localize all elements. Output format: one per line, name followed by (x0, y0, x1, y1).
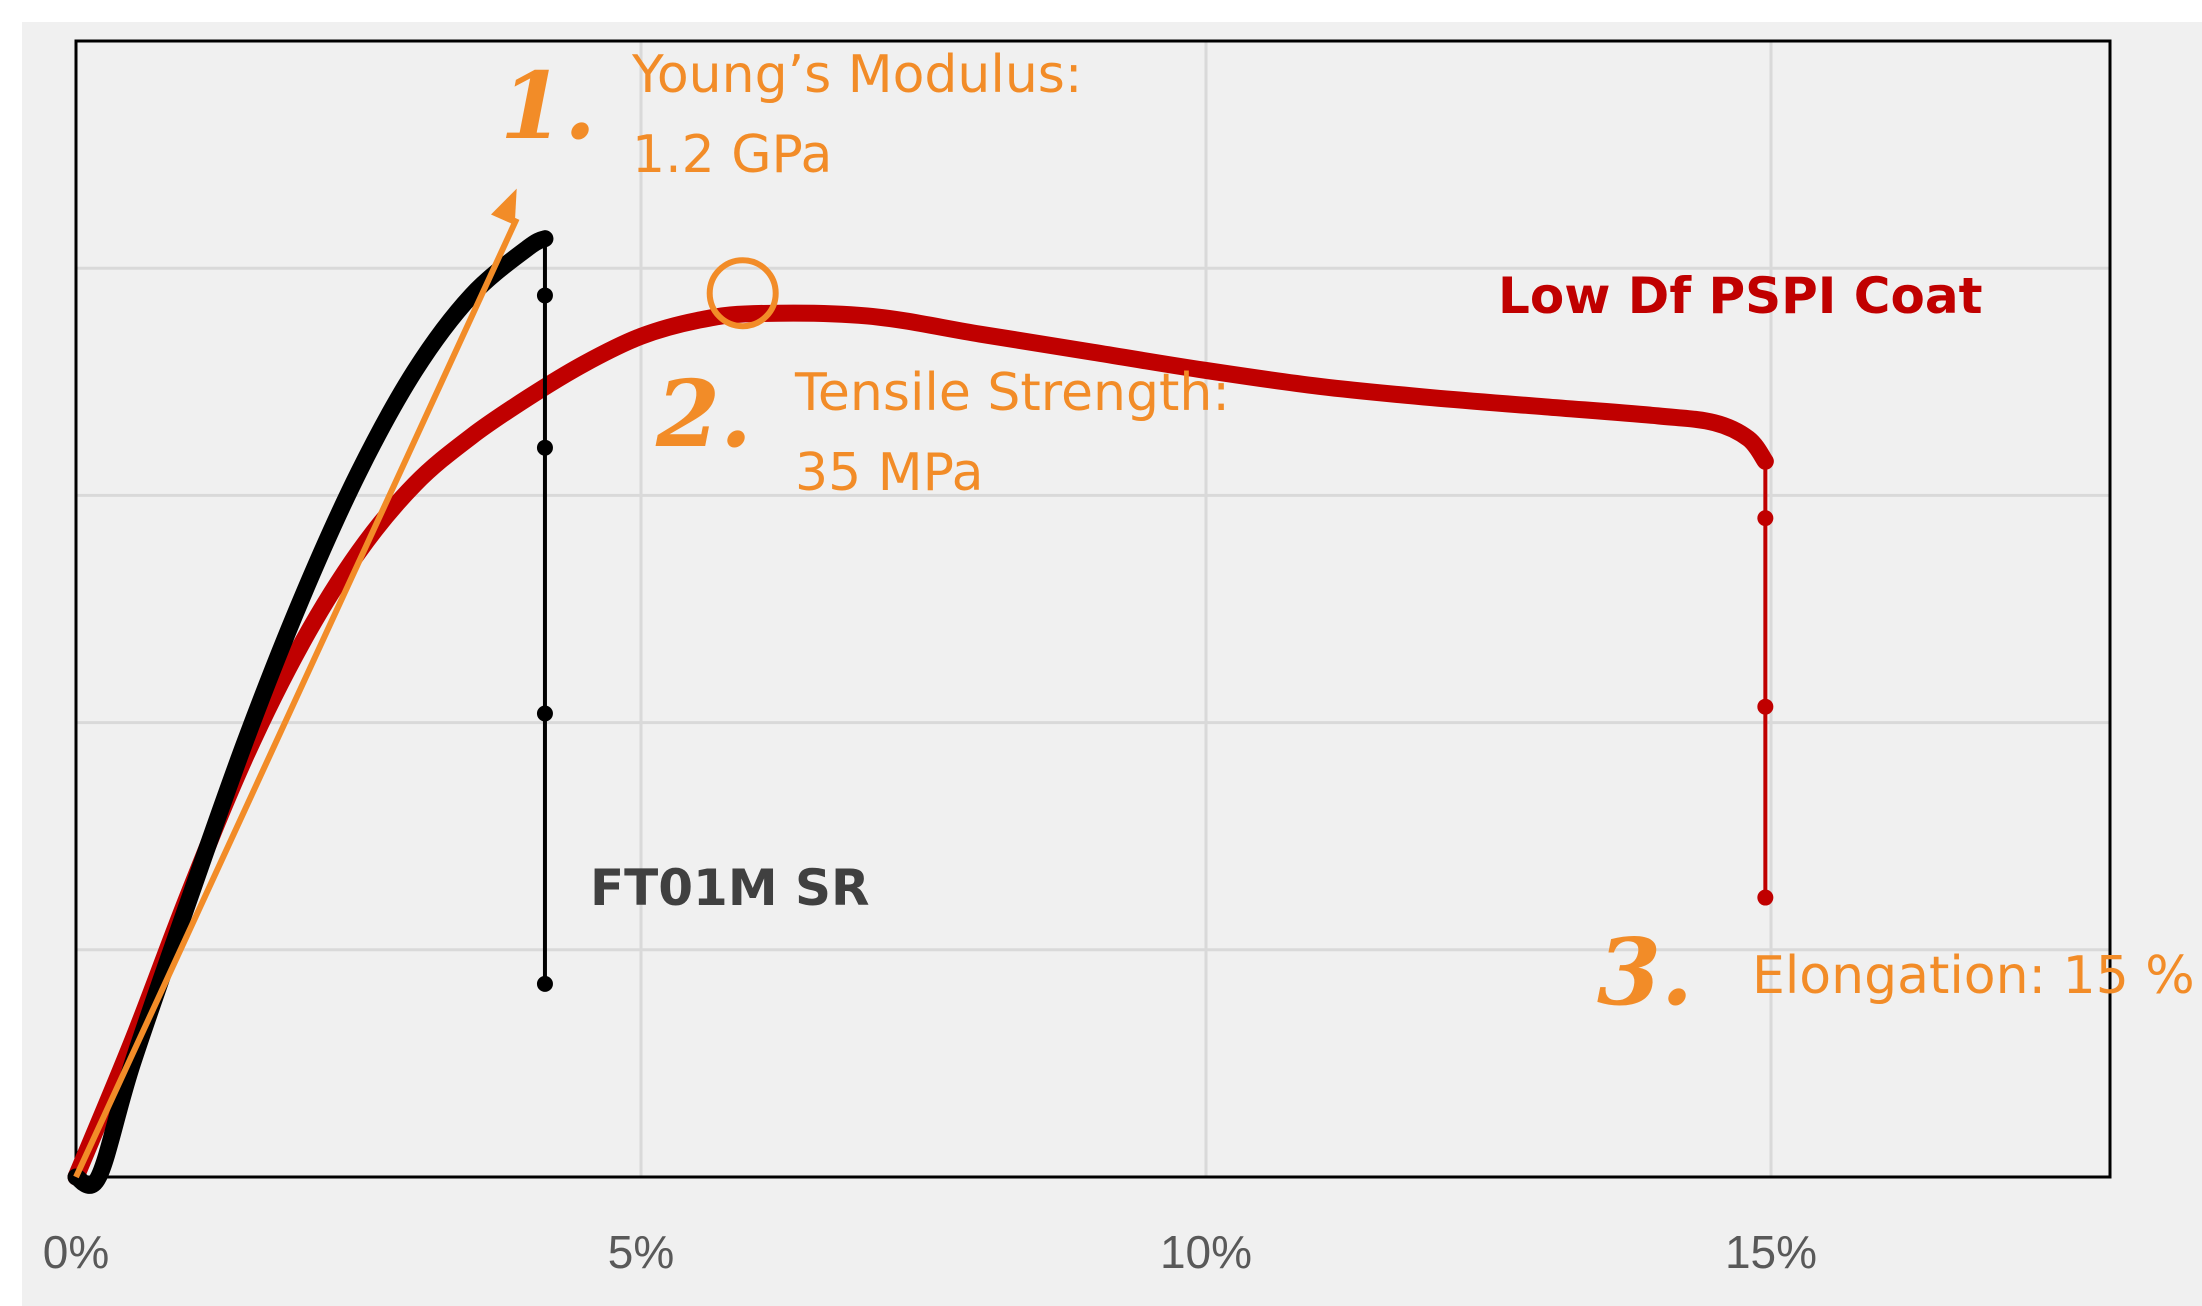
series-label-ft01m-sr: FT01M SR (590, 859, 870, 917)
x-axis-ticks: 0% 5% 10% 15% (43, 1226, 1817, 1278)
series-point-ft01m-sr (536, 439, 553, 456)
annotation-3-line-1: Elongation: 15 % (1752, 946, 2195, 1006)
chart-area-background (22, 22, 2202, 1306)
modulus-tangent-line (73, 217, 520, 1179)
x-tick-label: 0% (43, 1226, 109, 1278)
series-point-ft01m-sr (536, 705, 553, 722)
series-line-ft01m-sr (67, 230, 554, 1194)
label-layer: 1. Young’s Modulus: 1.2 GPa 2. Tensile Stren… (500, 45, 2195, 1026)
series-point-ft01m-sr (536, 287, 553, 304)
annotation-1-line-2: 1.2 GPa (632, 125, 832, 185)
x-tick-label: 10% (1160, 1226, 1252, 1278)
annotation-2-number: 2. (655, 360, 752, 468)
annotation-2-line-1: Tensile Strength: (794, 363, 1230, 423)
annotation-layer (73, 188, 779, 1179)
annotation-2-line-2: 35 MPa (795, 443, 983, 503)
x-tick-label: 15% (1725, 1226, 1817, 1278)
annotation-1-number: 1. (500, 52, 596, 160)
x-tick-label: 5% (608, 1226, 674, 1278)
series-point-ft01m-sr (536, 975, 553, 992)
series-point-low-df-pspi-coat (1757, 510, 1774, 527)
annotation-1-line-1: Young’s Modulus: (631, 45, 1082, 105)
series-point-low-df-pspi-coat (1757, 698, 1774, 715)
series-point-low-df-pspi-coat (1757, 889, 1774, 906)
plot-frame (74, 39, 2112, 1179)
series-layer (67, 230, 1774, 1194)
series-label-low-df-pspi-coat: Low Df PSPI Coat (1498, 267, 1982, 325)
annotation-3-number: 3. (1597, 918, 1693, 1026)
tensile-strength-marker (706, 257, 779, 330)
modulus-arrowhead (490, 188, 517, 226)
